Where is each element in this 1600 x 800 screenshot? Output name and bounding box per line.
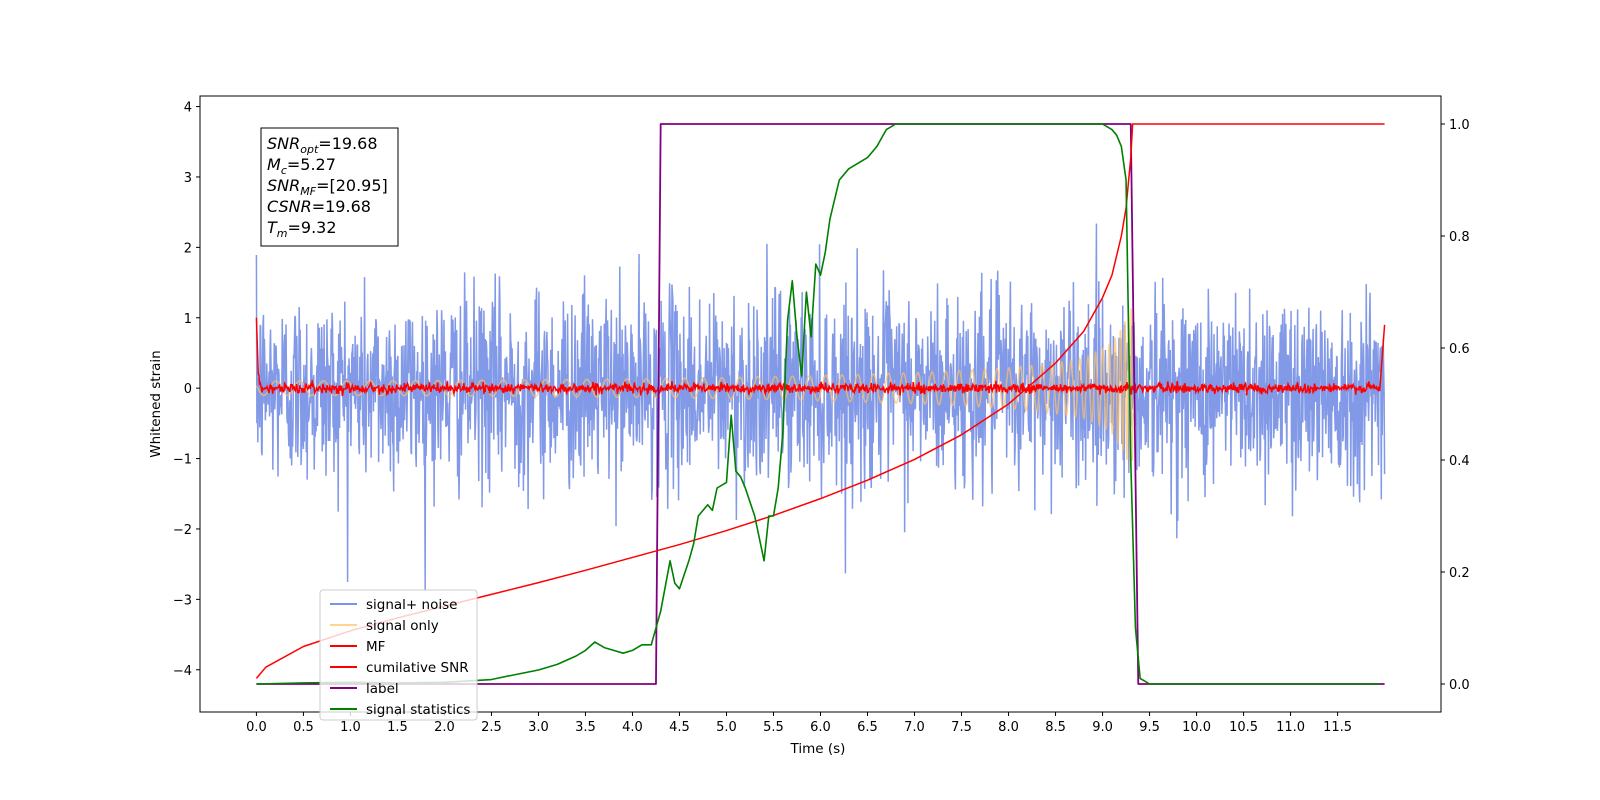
annotation-value: =[20.95]	[316, 176, 388, 195]
y2-tick-label: 0.0	[1449, 678, 1470, 693]
x-tick-label: 6.5	[857, 720, 878, 735]
annotation-value: =19.68	[318, 134, 377, 153]
x-tick-label: 2.5	[481, 720, 502, 735]
x-tick-label: 9.0	[1092, 720, 1113, 735]
plot-data-area	[255, 123, 1386, 685]
annotation-line: CSNR=19.68	[267, 197, 371, 216]
annotation-line: SNRMF=[20.95]	[267, 176, 388, 198]
legend-frame	[319, 589, 478, 721]
x-tick-label: 5.0	[716, 720, 737, 735]
x-tick-label: 8.0	[998, 720, 1019, 735]
annotation-symbol: T	[267, 218, 278, 237]
x-tick-label: 4.5	[669, 720, 690, 735]
annotation-frame	[260, 127, 399, 247]
x-tick-label: 0.0	[246, 720, 267, 735]
legend-label: signal statistics	[366, 702, 470, 718]
legend-label: cumilative SNR	[366, 660, 469, 676]
x-tick-label: 11.5	[1323, 720, 1352, 735]
annotation-value: =5.27	[287, 155, 336, 174]
series-signal-statistics-line	[256, 123, 1380, 685]
annotation-symbol: SNR	[267, 176, 300, 195]
x-tick-label: 3.5	[575, 720, 596, 735]
annotation-symbol: M	[267, 155, 281, 174]
annotation-value: =9.32	[288, 218, 337, 237]
legend-label: label	[366, 681, 399, 697]
y-tick-label: −3	[173, 593, 192, 608]
y-tick-label: 1	[184, 312, 192, 327]
y-tick-label: 3	[184, 171, 192, 186]
y-axis-left: 4 3 2 1 0 −1 −2 −3 −4	[173, 101, 200, 679]
x-tick-label: 9.5	[1139, 720, 1160, 735]
annotation-line: Mc=5.27	[267, 155, 336, 177]
x-tick-label: 7.0	[904, 720, 925, 735]
annotation-subscript: c	[281, 164, 287, 177]
x-tick-label: 1.0	[340, 720, 361, 735]
y-tick-label: −4	[173, 664, 192, 679]
legend-label: signal only	[366, 618, 439, 634]
x-tick-label: 10.0	[1182, 720, 1211, 735]
annotation-subscript: m	[277, 227, 288, 240]
series-signal-noise-line	[255, 223, 1386, 590]
annotation-symbol: SNR	[267, 134, 300, 153]
annotation-symbol: CSNR	[267, 197, 312, 216]
x-tick-label: 11.0	[1276, 720, 1305, 735]
y-tick-label: 0	[184, 382, 192, 397]
annotation-line: SNRopt=19.68	[267, 134, 378, 156]
y-tick-label: 2	[184, 241, 192, 256]
y-tick-label: −2	[173, 523, 192, 538]
annotation-value: =19.68	[312, 197, 371, 216]
x-tick-label: 0.5	[293, 720, 314, 735]
x-tick-label: 2.0	[434, 720, 455, 735]
series-signal-only-line	[255, 308, 1134, 469]
x-tick-label: 10.5	[1229, 720, 1258, 735]
legend-label: signal+ noise	[366, 597, 457, 613]
y-tick-label: −1	[173, 453, 192, 468]
x-tick-label: 7.5	[951, 720, 972, 735]
y2-tick-label: 0.2	[1449, 566, 1470, 581]
y-axis-label: Whitened strain	[148, 350, 164, 457]
annotation-subscript: opt	[300, 143, 319, 156]
y2-tick-label: 0.8	[1449, 230, 1470, 245]
x-tick-label: 5.5	[763, 720, 784, 735]
legend: signal+ noise signal only MF cumilative SNR…	[319, 589, 478, 721]
x-axis-label: Time (s)	[790, 741, 846, 757]
x-tick-label: 8.5	[1045, 720, 1066, 735]
y-axis-right: 1.0 0.8 0.6 0.4 0.2 0.0	[1441, 118, 1470, 693]
y2-tick-label: 0.4	[1449, 454, 1470, 469]
series-mf-line	[255, 317, 1386, 397]
annotation-subscript: MF	[300, 185, 316, 198]
stats-annotation-box: SNRopt=19.68Mc=5.27SNRMF=[20.95]CSNR=19.…	[260, 127, 399, 247]
x-axis: 0.0 0.5 1.0 1.5 2.0 2.5 3.0 3.5 4.0 4.5 5.0 5.5 6.0 6…	[246, 712, 1352, 735]
x-tick-label: 1.5	[387, 720, 408, 735]
x-tick-label: 4.0	[622, 720, 643, 735]
x-tick-label: 6.0	[810, 720, 831, 735]
y2-tick-label: 1.0	[1449, 118, 1470, 133]
annotation-line: Tm=9.32	[267, 218, 337, 240]
y-tick-label: 4	[184, 101, 192, 116]
x-tick-label: 3.0	[528, 720, 549, 735]
legend-label: MF	[366, 639, 385, 655]
y2-tick-label: 0.6	[1449, 342, 1470, 357]
